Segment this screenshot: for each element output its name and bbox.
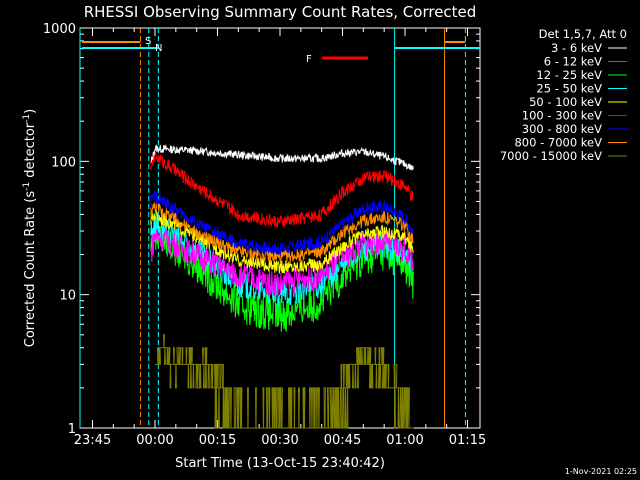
x-tick-label: 01:00: [386, 433, 423, 448]
x-axis-label: Start Time (13-Oct-15 23:40:42): [175, 456, 385, 471]
series-line: [150, 149, 414, 228]
series-line: [150, 189, 414, 256]
legend-label: 800 - 7000 keV: [514, 136, 602, 150]
y-tick-label: 1000: [43, 22, 76, 37]
saa-flag-label: S: [145, 36, 151, 47]
x-tick-label: 00:45: [324, 433, 361, 448]
series-lines: [150, 143, 414, 429]
legend-label: 100 - 300 keV: [522, 109, 602, 123]
legend-label: 3 - 6 keV: [551, 41, 602, 55]
y-axis-label: Corrected Count Rate (s-1 detector-1): [22, 109, 38, 347]
series-line: [150, 143, 414, 171]
night-flag-label: N: [155, 43, 162, 54]
legend-label: 12 - 25 keV: [536, 68, 602, 82]
series-line: [155, 334, 414, 429]
x-tick-label: 00:15: [199, 433, 236, 448]
legend-label: 300 - 800 keV: [522, 122, 602, 136]
y-tick-label: 10: [59, 289, 76, 304]
legend-label: 50 - 100 keV: [529, 95, 602, 109]
chart-title: RHESSI Observing Summary Count Rates, Co…: [84, 3, 477, 21]
legend-header: Det 1,5,7, Att 0: [539, 27, 627, 41]
x-tick-label: 01:15: [449, 433, 486, 448]
timestamp: 1-Nov-2021 02:25: [565, 467, 637, 476]
x-tick-label: 00:30: [261, 433, 298, 448]
y-axis: 1 10 100 1000: [43, 22, 480, 437]
x-tick-label: 23:45: [74, 433, 111, 448]
legend-label: 7000 - 15000 keV: [500, 149, 602, 163]
series-line: [150, 210, 414, 274]
series-line: [150, 228, 414, 297]
y-tick-label: 1: [68, 422, 76, 437]
x-tick-label: 00:00: [136, 433, 173, 448]
legend-label: 25 - 50 keV: [536, 82, 602, 96]
legend-label: 6 - 12 keV: [544, 55, 602, 69]
flare-flag-label: F: [306, 54, 312, 65]
y-tick-label: 100: [51, 155, 76, 170]
series-line: [150, 201, 414, 264]
